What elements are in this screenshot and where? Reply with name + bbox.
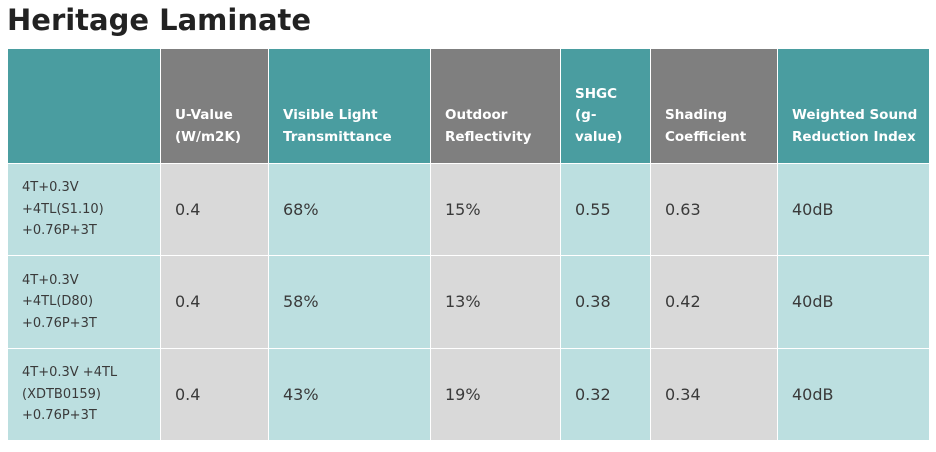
spec-table: U-Value (W/m2K) Visible Light Transmitta… xyxy=(7,48,930,442)
cell-config: 4T+0.3V +4TL(D80) +0.76P+3T xyxy=(7,255,161,349)
header-shading-coefficient: Shading Coefficient xyxy=(650,48,778,164)
cell-shading: 0.42 xyxy=(650,255,778,349)
cell-reflectivity: 19% xyxy=(430,347,561,442)
cell-shading: 0.34 xyxy=(650,347,778,442)
cell-vlt: 68% xyxy=(268,162,431,257)
cell-u-value: 0.4 xyxy=(160,162,269,257)
page-title: Heritage Laminate xyxy=(7,3,312,37)
table-row: 4T+0.3V +4TL (XDTB0159) +0.76P+3T 0.4 43… xyxy=(7,347,930,442)
header-shgc: SHGC (g-value) xyxy=(560,48,651,164)
header-outdoor-reflectivity: Outdoor Reflectivity xyxy=(430,48,561,164)
cell-vlt: 58% xyxy=(268,255,431,349)
header-u-value: U-Value (W/m2K) xyxy=(160,48,269,164)
cell-sound: 40dB xyxy=(777,162,930,257)
cell-shading: 0.63 xyxy=(650,162,778,257)
header-visible-light-transmittance: Visible Light Transmittance xyxy=(268,48,431,164)
cell-vlt: 43% xyxy=(268,347,431,442)
cell-shgc: 0.38 xyxy=(560,255,651,349)
cell-config: 4T+0.3V +4TL (XDTB0159) +0.76P+3T xyxy=(7,347,161,442)
cell-u-value: 0.4 xyxy=(160,347,269,442)
table-row: 4T+0.3V +4TL(D80) +0.76P+3T 0.4 58% 13% … xyxy=(7,255,930,349)
cell-shgc: 0.55 xyxy=(560,162,651,257)
cell-reflectivity: 13% xyxy=(430,255,561,349)
cell-shgc: 0.32 xyxy=(560,347,651,442)
header-row: U-Value (W/m2K) Visible Light Transmitta… xyxy=(7,48,930,164)
cell-u-value: 0.4 xyxy=(160,255,269,349)
header-config xyxy=(7,48,161,164)
cell-sound: 40dB xyxy=(777,347,930,442)
header-sound-reduction: Weighted Sound Reduction Index xyxy=(777,48,930,164)
table-row: 4T+0.3V +4TL(S1.10) +0.76P+3T 0.4 68% 15… xyxy=(7,162,930,257)
cell-reflectivity: 15% xyxy=(430,162,561,257)
cell-sound: 40dB xyxy=(777,255,930,349)
cell-config: 4T+0.3V +4TL(S1.10) +0.76P+3T xyxy=(7,162,161,257)
